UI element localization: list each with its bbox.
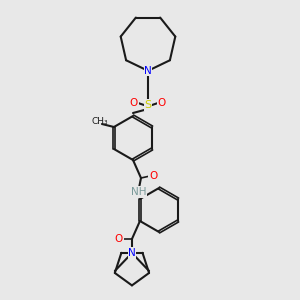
Text: N: N [128, 248, 136, 258]
Text: CH₃: CH₃ [92, 118, 108, 127]
Text: O: O [130, 98, 138, 108]
Text: NH: NH [131, 187, 147, 197]
Text: N: N [144, 66, 152, 76]
Text: O: O [149, 171, 157, 181]
Text: O: O [158, 98, 166, 108]
Text: O: O [115, 234, 123, 244]
Text: S: S [144, 100, 152, 110]
